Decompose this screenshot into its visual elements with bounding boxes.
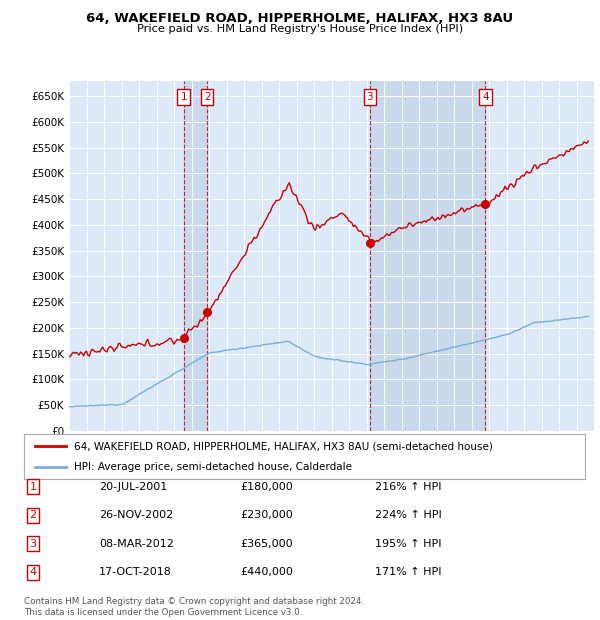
Point [365,238,374,248]
Text: £180,000: £180,000 [240,482,293,492]
Bar [370,81,485,431]
Text: 08-MAR-2012: 08-MAR-2012 [99,539,174,549]
Text: 224% ↑ HPI: 224% ↑ HPI [375,510,442,520]
Text: Price paid vs. HM Land Registry's House Price Index (HPI): Price paid vs. HM Land Registry's House … [137,24,463,33]
Text: Contains HM Land Registry data © Crown copyright and database right 2024.: Contains HM Land Registry data © Crown c… [24,597,364,606]
Point [179,333,188,343]
Text: 171% ↑ HPI: 171% ↑ HPI [375,567,442,577]
Text: 2: 2 [204,92,211,102]
Text: 4: 4 [482,92,488,102]
Text: HPI: Average price, semi-detached house, Calderdale: HPI: Average price, semi-detached house,… [74,461,352,472]
Point [202,308,212,317]
Text: 1: 1 [181,92,187,102]
Text: 216% ↑ HPI: 216% ↑ HPI [375,482,442,492]
Text: 1: 1 [29,482,37,492]
Text: £230,000: £230,000 [240,510,293,520]
Text: 64, WAKEFIELD ROAD, HIPPERHOLME, HALIFAX, HX3 8AU: 64, WAKEFIELD ROAD, HIPPERHOLME, HALIFAX… [86,12,514,25]
Text: 64, WAKEFIELD ROAD, HIPPERHOLME, HALIFAX, HX3 8AU (semi-detached house): 64, WAKEFIELD ROAD, HIPPERHOLME, HALIFAX… [74,441,493,451]
Text: This data is licensed under the Open Government Licence v3.0.: This data is licensed under the Open Gov… [24,608,302,617]
Text: 3: 3 [29,539,37,549]
Text: 26-NOV-2002: 26-NOV-2002 [99,510,173,520]
Text: 20-JUL-2001: 20-JUL-2001 [99,482,167,492]
Text: 3: 3 [367,92,373,102]
Text: 2: 2 [29,510,37,520]
Point [481,199,490,209]
Text: 17-OCT-2018: 17-OCT-2018 [99,567,172,577]
Text: £365,000: £365,000 [240,539,293,549]
Text: 4: 4 [29,567,37,577]
Bar [184,81,207,431]
Text: £440,000: £440,000 [240,567,293,577]
Text: 195% ↑ HPI: 195% ↑ HPI [375,539,442,549]
